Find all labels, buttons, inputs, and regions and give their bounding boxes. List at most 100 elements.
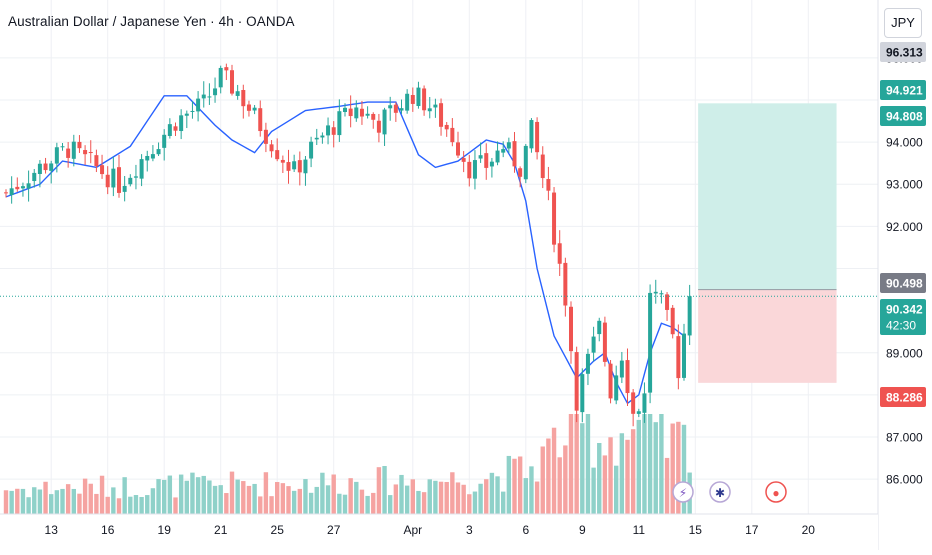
candle-body xyxy=(122,185,127,192)
volume-bar xyxy=(388,495,393,514)
price-badge-stop: 88.286 xyxy=(880,387,926,407)
australia-flag-icon[interactable]: ✱ xyxy=(709,481,731,503)
candle-body xyxy=(280,159,285,163)
candle-body xyxy=(529,120,534,149)
volume-bar xyxy=(647,414,653,514)
price-badge-bg xyxy=(880,80,926,100)
volume-bar xyxy=(32,487,37,514)
volume-bar xyxy=(139,496,144,514)
countdown-label: 42:30 xyxy=(886,319,916,333)
volume-bar xyxy=(534,481,540,514)
price-badge-label: 94.921 xyxy=(886,84,923,98)
volume-bar xyxy=(178,474,184,514)
lightning-icon-glyph: ⚡ xyxy=(679,486,687,500)
volume-bar xyxy=(580,423,585,514)
volume-bar xyxy=(523,478,528,514)
candle-body xyxy=(173,126,178,131)
volume-bar xyxy=(218,485,223,514)
price-badge-target: 94.921 xyxy=(880,80,926,100)
candle-body xyxy=(213,88,218,96)
volume-bar xyxy=(43,481,48,514)
candle-body xyxy=(20,186,25,189)
candle-body xyxy=(631,392,636,414)
stop-zone xyxy=(698,289,837,383)
time-tick-label: 21 xyxy=(214,523,228,537)
volume-bar xyxy=(77,493,82,514)
volume-bar xyxy=(314,486,319,514)
price-tick-label: 94.000 xyxy=(886,136,923,150)
time-tick-label: 16 xyxy=(101,523,115,537)
candle-body xyxy=(450,127,455,143)
time-tick-label: 3 xyxy=(466,523,473,537)
volume-bar xyxy=(664,457,670,514)
volume-bar xyxy=(122,477,127,514)
candle-body xyxy=(190,110,195,112)
volume-bar xyxy=(472,491,478,514)
volume-bar xyxy=(676,421,681,514)
event-markers[interactable]: ⚡ ✱ ● xyxy=(672,481,787,503)
volume-bar xyxy=(241,481,246,514)
record-event-icon[interactable]: ● xyxy=(765,481,787,503)
volume-bar xyxy=(15,488,20,514)
volume-bar xyxy=(111,487,116,514)
price-badge-bg xyxy=(880,299,926,335)
price-tick-label: 92.000 xyxy=(886,220,923,234)
candle-body xyxy=(230,70,234,94)
candle-body xyxy=(269,144,274,152)
volume-bar xyxy=(263,472,269,514)
volume-bar xyxy=(9,490,14,514)
candle-body xyxy=(111,168,116,188)
candles xyxy=(4,63,692,427)
candle-body xyxy=(399,108,404,111)
volume-bar xyxy=(99,475,105,514)
price-badge-bg xyxy=(880,273,926,293)
candle-body xyxy=(636,411,641,414)
candle-body xyxy=(32,172,37,182)
candle-body xyxy=(224,67,229,71)
candle-body xyxy=(512,141,517,167)
volume-bar xyxy=(427,479,432,514)
price-badge-label: 90.498 xyxy=(886,277,923,291)
candle-body xyxy=(156,149,161,155)
candle-body xyxy=(77,141,82,149)
currency-button[interactable]: JPY xyxy=(884,8,922,38)
volume-bar xyxy=(342,494,348,514)
candle-body xyxy=(326,125,331,136)
volume-bar xyxy=(517,456,523,514)
candle-body xyxy=(88,152,93,154)
lightning-icon-ring xyxy=(672,481,694,503)
volume-bar xyxy=(297,488,302,514)
candle-body xyxy=(670,307,675,335)
long-position-tool[interactable] xyxy=(698,103,837,383)
volume-bar xyxy=(444,481,449,514)
candle-body xyxy=(659,293,664,295)
volume-bar xyxy=(229,471,235,514)
volume-bar xyxy=(303,479,308,514)
volume-bar xyxy=(60,488,65,514)
price-tick-label: 87.000 xyxy=(886,431,923,445)
candle-body xyxy=(235,91,240,96)
volume-bar xyxy=(269,496,274,514)
volume-bar xyxy=(659,414,664,514)
candle-body xyxy=(416,87,421,107)
volume-bar xyxy=(619,433,625,514)
candle-body xyxy=(184,113,189,116)
candle-body xyxy=(71,141,76,159)
candle-body xyxy=(201,94,206,99)
candle-body xyxy=(314,137,319,140)
candle-body xyxy=(26,183,31,189)
candle-body xyxy=(676,336,681,379)
volume-bar xyxy=(546,438,551,514)
volume-bar xyxy=(190,472,195,514)
candle-body xyxy=(501,149,506,153)
volume-bar xyxy=(145,495,150,514)
candle-body xyxy=(614,375,619,401)
candle-body xyxy=(145,155,150,161)
price-badge-bg xyxy=(880,387,926,407)
candle-body xyxy=(258,108,263,132)
candle-body xyxy=(100,165,105,175)
candle-body xyxy=(602,322,607,362)
lightning-icon[interactable]: ⚡ xyxy=(672,481,694,503)
